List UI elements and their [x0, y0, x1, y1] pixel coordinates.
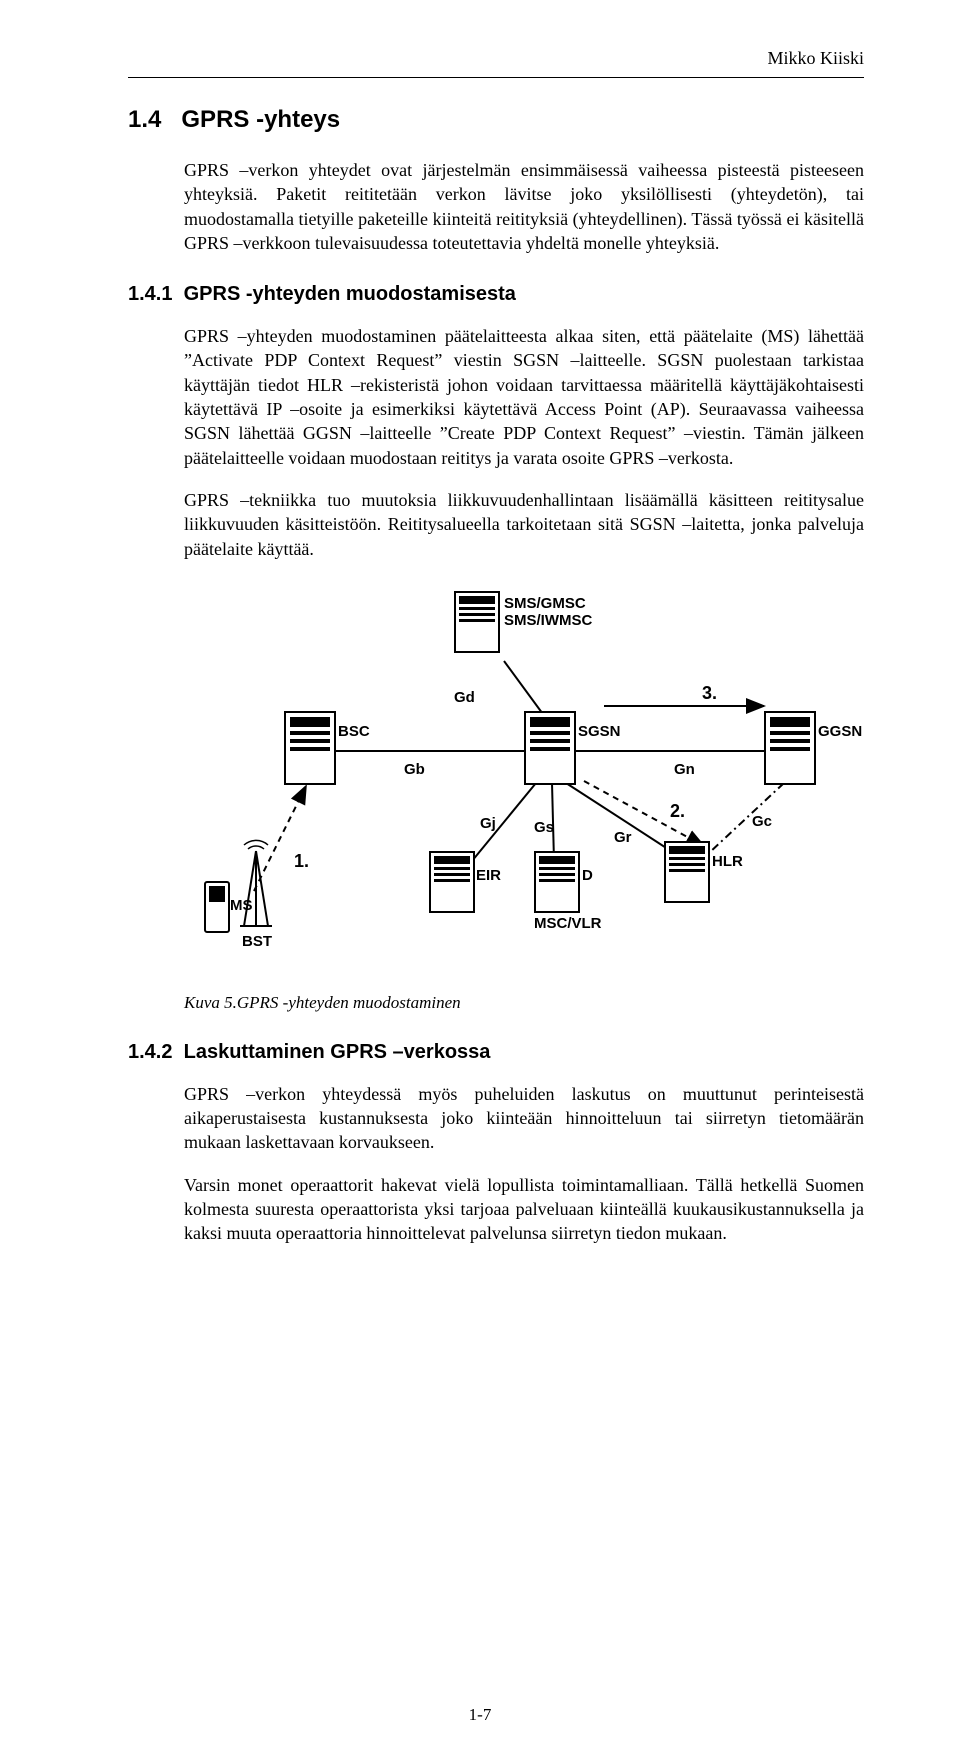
- label-ms: MS: [230, 897, 253, 914]
- label-d: D: [582, 867, 593, 884]
- edge-gn: Gn: [674, 761, 695, 778]
- section-title: GPRS -yhteys: [181, 106, 340, 133]
- label-hlr: HLR: [712, 853, 743, 870]
- subsection-2-heading: 1.4.2 Laskuttaminen GPRS –verkossa: [128, 1041, 864, 1064]
- phone-icon: [204, 881, 230, 933]
- server-icon: [454, 591, 500, 653]
- server-icon: [764, 711, 816, 785]
- node-sms-gmsc: [454, 591, 500, 653]
- figure-caption: Kuva 5.GPRS -yhteyden muodostaminen: [184, 993, 864, 1013]
- page-number: 1-7: [0, 1705, 960, 1725]
- step-1: 1.: [294, 851, 309, 872]
- subsection-1-title: GPRS -yhteyden muodostamisesta: [184, 283, 516, 305]
- section-number: 1.4: [128, 106, 161, 133]
- section-intro: GPRS –verkon yhteydet ovat järjestelmän …: [184, 158, 864, 255]
- gprs-diagram: SMS/GMSCSMS/IWMSC BSC SGSN GGSN EIR: [204, 591, 844, 971]
- label-bsc: BSC: [338, 723, 370, 740]
- node-ms: [204, 881, 230, 933]
- author-name: Mikko Kiiski: [128, 48, 864, 69]
- subsection-2-number: 1.4.2: [128, 1041, 172, 1063]
- label-bst: BST: [242, 933, 272, 950]
- node-eir: [429, 851, 475, 913]
- server-icon: [534, 851, 580, 913]
- subsection-1-heading: 1.4.1 GPRS -yhteyden muodostamisesta: [128, 283, 864, 306]
- label-ggsn: GGSN: [818, 723, 862, 740]
- subsection-1-number: 1.4.1: [128, 283, 172, 305]
- node-hlr: [664, 841, 710, 903]
- edge-gj: Gj: [480, 815, 496, 832]
- node-sgsn: [524, 711, 576, 785]
- sub2-paragraph-1: GPRS –verkon yhteydessä myös puheluiden …: [184, 1082, 864, 1155]
- sub1-paragraph-1: GPRS –yhteyden muodostaminen päätelaitte…: [184, 324, 864, 470]
- sub2-paragraph-2: Varsin monet operaattorit hakevat vielä …: [184, 1173, 864, 1246]
- header-rule: [128, 77, 864, 78]
- label-sgsn: SGSN: [578, 723, 621, 740]
- sub1-paragraph-2: GPRS –tekniikka tuo muutoksia liikkuvuud…: [184, 488, 864, 561]
- label-sms-gmsc: SMS/GMSCSMS/IWMSC: [504, 595, 592, 630]
- step-2: 2.: [670, 801, 685, 822]
- server-icon: [664, 841, 710, 903]
- node-bsc: [284, 711, 336, 785]
- edge-gd: Gd: [454, 689, 475, 706]
- label-msc-vlr: MSC/VLR: [534, 915, 602, 932]
- edge-gb: Gb: [404, 761, 425, 778]
- section-heading: 1.4 GPRS -yhteys: [128, 106, 864, 134]
- server-icon: [524, 711, 576, 785]
- node-d: [534, 851, 580, 913]
- label-eir: EIR: [476, 867, 501, 884]
- edge-gc: Gc: [752, 813, 772, 830]
- node-ggsn: [764, 711, 816, 785]
- step-3: 3.: [702, 683, 717, 704]
- server-icon: [429, 851, 475, 913]
- edge-gr: Gr: [614, 829, 632, 846]
- server-icon: [284, 711, 336, 785]
- subsection-2-title: Laskuttaminen GPRS –verkossa: [184, 1041, 491, 1063]
- edge-gs: Gs: [534, 819, 554, 836]
